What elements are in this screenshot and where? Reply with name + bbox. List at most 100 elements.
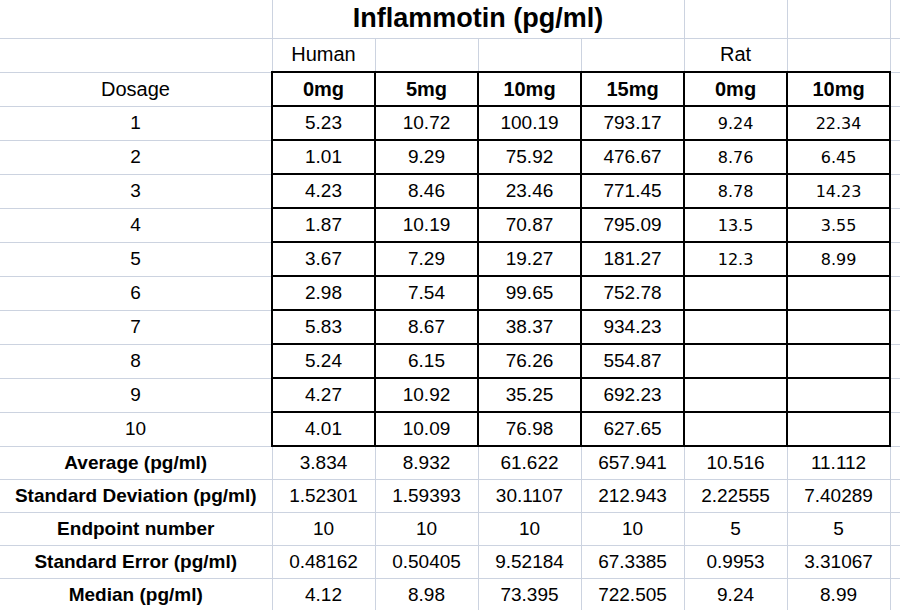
cell[interactable]: 1.87	[272, 208, 375, 242]
cell[interactable]: 8.932	[375, 446, 478, 479]
cell[interactable]: 793.17	[581, 106, 684, 140]
margin-cell[interactable]	[890, 208, 900, 242]
cell[interactable]: 3.834	[272, 446, 375, 479]
margin-cell[interactable]	[890, 38, 900, 72]
cell[interactable]	[787, 0, 890, 38]
column-header-dosage[interactable]: Dosage	[0, 72, 272, 106]
cell[interactable]: 795.09	[581, 208, 684, 242]
cell[interactable]	[581, 38, 684, 72]
row-label-cell[interactable]: 10	[0, 412, 272, 446]
margin-cell[interactable]	[890, 512, 900, 545]
cell[interactable]: 212.943	[581, 479, 684, 512]
cell[interactable]: 7.29	[375, 242, 478, 276]
margin-cell[interactable]	[890, 106, 900, 140]
row-label-cell[interactable]: 7	[0, 310, 272, 344]
cell[interactable]: 4.27	[272, 378, 375, 412]
margin-cell[interactable]	[890, 412, 900, 446]
cell[interactable]: 5	[787, 512, 890, 545]
column-header-dose[interactable]: 10mg	[478, 72, 581, 106]
cell[interactable]: 100.19	[478, 106, 581, 140]
cell[interactable]	[684, 0, 787, 38]
cell[interactable]: 9.29	[375, 140, 478, 174]
row-label-cell[interactable]: 3	[0, 174, 272, 208]
cell[interactable]	[787, 276, 890, 310]
cell[interactable]: 627.65	[581, 412, 684, 446]
cell[interactable]: 12.3	[684, 242, 787, 276]
cell[interactable]: 9.24	[684, 578, 787, 610]
cell[interactable]	[787, 310, 890, 344]
cell[interactable]: 0.9953	[684, 545, 787, 578]
margin-cell[interactable]	[890, 0, 900, 38]
column-header-dose[interactable]: 15mg	[581, 72, 684, 106]
cell[interactable]: 10.09	[375, 412, 478, 446]
cell[interactable]: 8.99	[787, 242, 890, 276]
cell[interactable]: 554.87	[581, 344, 684, 378]
cell[interactable]	[478, 38, 581, 72]
cell[interactable]	[684, 310, 787, 344]
margin-cell[interactable]	[890, 378, 900, 412]
margin-cell[interactable]	[890, 545, 900, 578]
cell[interactable]: 10.92	[375, 378, 478, 412]
cell[interactable]: 1.59393	[375, 479, 478, 512]
margin-cell[interactable]	[890, 344, 900, 378]
summary-label-cell[interactable]: Standard Deviation (pg/ml)	[0, 479, 272, 512]
cell[interactable]	[787, 378, 890, 412]
margin-cell[interactable]	[890, 174, 900, 208]
cell[interactable]: 9.24	[684, 106, 787, 140]
column-header-dose[interactable]: 5mg	[375, 72, 478, 106]
cell[interactable]: 23.46	[478, 174, 581, 208]
species-label-rat[interactable]: Rat	[684, 38, 787, 72]
cell[interactable]: 10.516	[684, 446, 787, 479]
cell[interactable]: 8.99	[787, 578, 890, 610]
cell[interactable]	[0, 0, 272, 38]
cell[interactable]: 3.31067	[787, 545, 890, 578]
species-label-human[interactable]: Human	[272, 38, 375, 72]
margin-cell[interactable]	[890, 276, 900, 310]
cell[interactable]	[787, 412, 890, 446]
cell[interactable]: 9.52184	[478, 545, 581, 578]
cell[interactable]: 10	[478, 512, 581, 545]
cell[interactable]: 1.01	[272, 140, 375, 174]
cell[interactable]: 1.52301	[272, 479, 375, 512]
cell[interactable]: 692.23	[581, 378, 684, 412]
cell[interactable]: 5.23	[272, 106, 375, 140]
cell[interactable]: 7.54	[375, 276, 478, 310]
cell[interactable]	[684, 344, 787, 378]
cell[interactable]: 476.67	[581, 140, 684, 174]
cell[interactable]: 67.3385	[581, 545, 684, 578]
cell[interactable]: 61.622	[478, 446, 581, 479]
cell[interactable]: 73.395	[478, 578, 581, 610]
cell[interactable]: 934.23	[581, 310, 684, 344]
summary-label-cell[interactable]: Standard Error (pg/ml)	[0, 545, 272, 578]
column-header-dose[interactable]: 0mg	[684, 72, 787, 106]
cell[interactable]: 13.5	[684, 208, 787, 242]
margin-cell[interactable]	[890, 72, 900, 106]
cell[interactable]	[0, 38, 272, 72]
row-label-cell[interactable]: 6	[0, 276, 272, 310]
margin-cell[interactable]	[890, 140, 900, 174]
cell[interactable]: 10	[375, 512, 478, 545]
cell[interactable]: 6.15	[375, 344, 478, 378]
row-label-cell[interactable]: 2	[0, 140, 272, 174]
cell[interactable]: 76.26	[478, 344, 581, 378]
cell[interactable]: 5.83	[272, 310, 375, 344]
cell[interactable]: 4.12	[272, 578, 375, 610]
cell[interactable]: 10	[272, 512, 375, 545]
cell[interactable]: 22.34	[787, 106, 890, 140]
cell[interactable]: 3.55	[787, 208, 890, 242]
cell[interactable]: 5	[684, 512, 787, 545]
cell[interactable]: 4.01	[272, 412, 375, 446]
cell[interactable]: 7.40289	[787, 479, 890, 512]
cell[interactable]	[375, 38, 478, 72]
cell[interactable]: 10.19	[375, 208, 478, 242]
cell[interactable]: 657.941	[581, 446, 684, 479]
margin-cell[interactable]	[890, 242, 900, 276]
column-header-dose[interactable]: 0mg	[272, 72, 375, 106]
margin-cell[interactable]	[890, 446, 900, 479]
cell[interactable]	[684, 378, 787, 412]
summary-label-cell[interactable]: Average (pg/ml)	[0, 446, 272, 479]
summary-label-cell[interactable]: Endpoint number	[0, 512, 272, 545]
row-label-cell[interactable]: 1	[0, 106, 272, 140]
cell[interactable]: 8.78	[684, 174, 787, 208]
cell[interactable]: 38.37	[478, 310, 581, 344]
